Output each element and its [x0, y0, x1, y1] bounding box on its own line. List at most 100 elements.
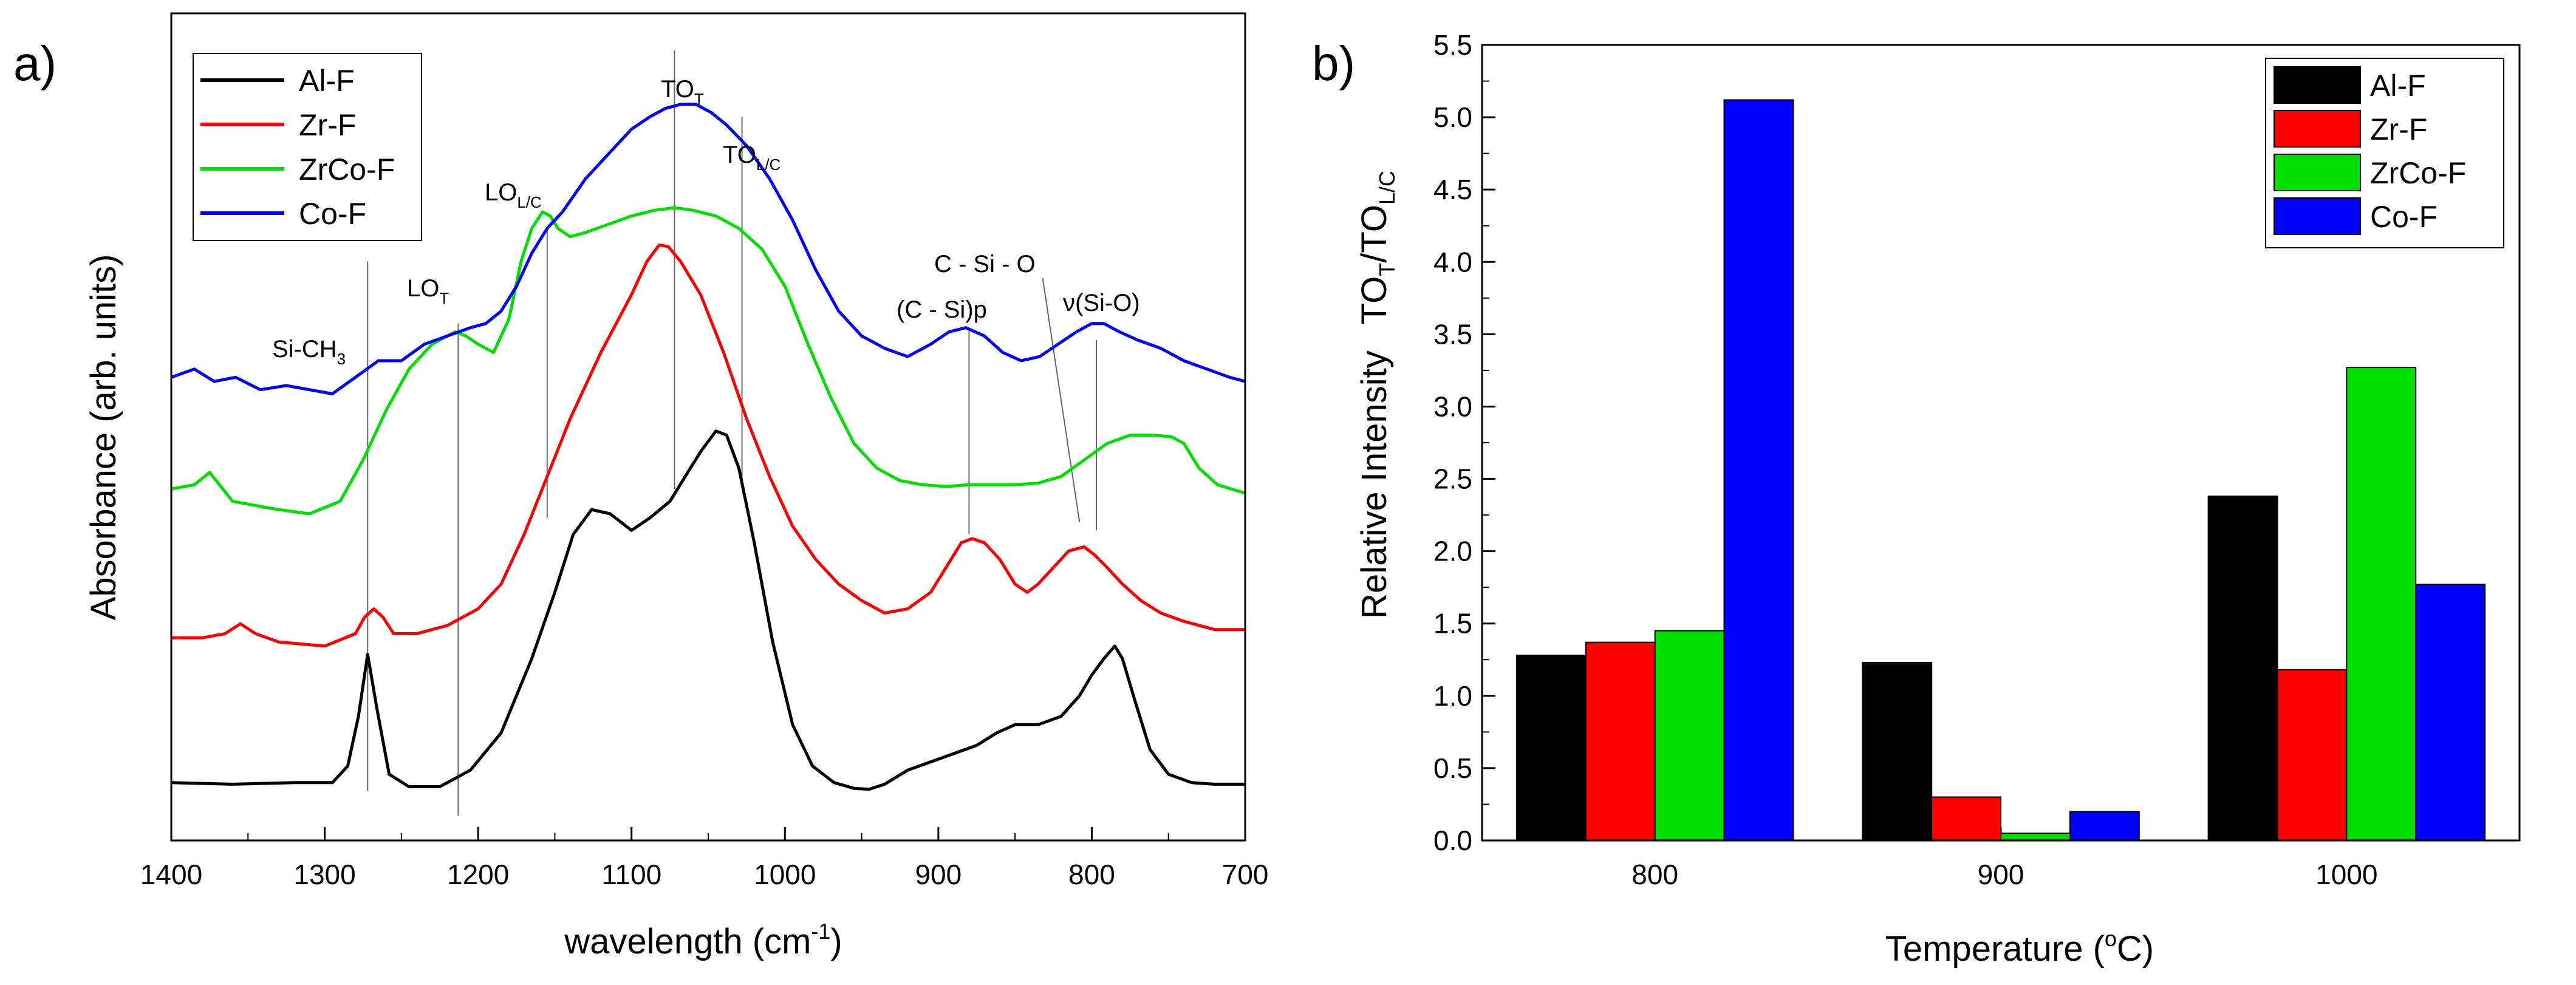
panel-b-x-tick-label: 800	[1631, 859, 1678, 890]
panel-a-x-axis-label-main: wavelength (cm	[564, 922, 811, 961]
bar-zr-f-1000	[2277, 669, 2348, 842]
panel-a-label: a)	[13, 36, 56, 90]
panel-b-y-tick-label: 1.5	[1433, 608, 1472, 639]
panel-b-y-tick-label: 0.0	[1433, 825, 1472, 856]
panel-b-y-tick-label: 5.0	[1433, 101, 1472, 133]
panel-a-series-lines	[171, 103, 1246, 791]
annotation-nu-si-o: ν(Si-O)	[1063, 290, 1140, 316]
bar-zr-f-800	[1585, 641, 1656, 841]
panel-b-x-axis-label-sup: o	[2105, 926, 2117, 951]
annotation-si-ch3-sub: 3	[337, 350, 346, 368]
panel-a-legend: Al-F Zr-F ZrCo-F Co-F	[193, 53, 422, 241]
panel-a-x-axis-label-end: )	[830, 922, 842, 961]
annotation-lo-t: LOT	[407, 275, 449, 307]
panel-b-y-tick-label: 0.5	[1433, 752, 1472, 784]
panel-b-x-tick-label: 900	[1978, 859, 2024, 890]
legend-b-label-zrco-f: ZrCo-F	[2370, 156, 2466, 190]
legend-b-swatch-al-f	[2274, 66, 2361, 104]
panel-a-y-axis-label: Absorbance (arb. units)	[84, 254, 123, 621]
panel-b-y-axis-label-main: Relative Intensity	[1355, 350, 1394, 619]
annotation-c-si-p: (C - Si)p	[897, 296, 987, 323]
bar-co-f-800	[1723, 99, 1794, 841]
panel-a-x-tick-label: 1400	[140, 859, 202, 890]
guide-c-si-o	[1042, 278, 1081, 522]
annotation-lo-lc-main: LO	[485, 179, 517, 206]
bar-zrco-f-800	[1654, 630, 1725, 841]
panel-a-annotation-lines	[367, 50, 1098, 816]
bar-zr-f-900	[1931, 796, 2002, 841]
panel-b-bars	[1515, 99, 2486, 842]
legend-b-swatch-zrco-f	[2274, 154, 2361, 191]
annotation-lo-lc-sub: L/C	[517, 193, 541, 211]
panel-b-y-tick-label: 3.0	[1433, 390, 1472, 422]
panel-a-x-ticks: 1400 1300 1200 1100 1000 900 800 700	[140, 827, 1269, 890]
annotation-to-lc: TOL/C	[723, 141, 781, 174]
legend-a-label-zr-f: Zr-F	[299, 108, 356, 142]
panel-a-plot-frame	[170, 12, 1246, 842]
bar-co-f-1000	[2415, 584, 2486, 842]
panel-a-x-tick-label: 1000	[754, 859, 816, 890]
panel-a-spectra-chart: a) Absorbance (arb. units) wavelength (c…	[13, 12, 1269, 961]
legend-a-label-co-f: Co-F	[299, 197, 366, 231]
panel-a-x-tick-label: 700	[1222, 859, 1269, 890]
panel-b-x-axis-label-main: Temperature (	[1885, 929, 2105, 969]
bar-zrco-f-1000	[2346, 367, 2417, 841]
panel-b-bar-chart: b) Relative Intensity TOT/TOL/C Temperat…	[1312, 29, 2521, 969]
panel-b-plot-frame	[1481, 44, 2521, 842]
legend-a-label-al-f: Al-F	[299, 64, 355, 98]
bar-al-f-800	[1515, 655, 1587, 841]
panel-a-x-axis-label: wavelength (cm-1)	[564, 919, 842, 961]
panel-a-x-tick-label: 900	[915, 859, 962, 890]
panel-a-x-tick-label: 1100	[601, 859, 661, 890]
bar-zrco-f-900	[2000, 833, 2071, 841]
panel-b-legend: Al-F Zr-F ZrCo-F Co-F	[2265, 58, 2504, 248]
panel-b-y-axis-ratio-2: /TO	[1355, 205, 1394, 263]
annotation-to-t: TOT	[661, 76, 704, 108]
legend-b-label-co-f: Co-F	[2370, 200, 2438, 234]
legend-b-swatch-co-f	[2274, 197, 2361, 235]
annotation-si-ch3: Si-CH3	[272, 336, 346, 368]
bar-al-f-1000	[2207, 496, 2278, 841]
panel-a-x-tick-label: 1300	[293, 859, 355, 890]
panel-a-annotations: Si-CH3 LOT LOL/C TOT TOL/C C - Si - O (C…	[272, 76, 1140, 368]
bar-co-f-900	[2069, 811, 2140, 842]
panel-b-y-tick-label: 1.0	[1433, 680, 1472, 712]
series-line-zr-f	[171, 243, 1245, 648]
panel-b-y-axis-ratio-1-sub: T	[1375, 263, 1399, 276]
panel-b-y-tick-label: 4.0	[1433, 246, 1472, 278]
annotation-to-lc-sub: L/C	[756, 155, 781, 174]
panel-b-y-axis-ratio-2-sub: L/C	[1375, 171, 1399, 205]
annotation-lo-lc: LOL/C	[485, 179, 542, 211]
legend-b-swatch-zr-f	[2274, 110, 2361, 148]
annotation-lo-t-main: LO	[407, 275, 439, 302]
annotation-to-t-sub: T	[694, 90, 704, 108]
panel-b-x-axis-label-end: C)	[2117, 929, 2154, 969]
annotation-si-ch3-main: Si-CH	[272, 336, 337, 363]
annotation-to-lc-main: TO	[723, 141, 756, 168]
panel-b-y-tick-label: 3.5	[1433, 318, 1472, 350]
legend-a-label-zrco-f: ZrCo-F	[299, 152, 395, 186]
panel-a-x-tick-label: 800	[1068, 859, 1115, 890]
panel-b-y-ticks: 0.0 0.5 1.0 1.5 2.0 2.5 3.0 3.5 4.0 4.5 5.0 5.5	[1433, 29, 1495, 856]
panel-b-y-tick-label: 5.5	[1433, 29, 1472, 61]
panel-b-y-tick-label: 2.5	[1433, 463, 1472, 495]
panel-a-legend-box	[193, 53, 422, 241]
panel-a-x-tick-label: 1200	[447, 859, 509, 890]
panel-b-label: b)	[1312, 36, 1355, 90]
legend-b-label-zr-f: Zr-F	[2370, 112, 2427, 146]
series-line-co-f	[171, 103, 1246, 395]
legend-b-label-al-f: Al-F	[2370, 69, 2426, 103]
panel-b-x-tick-label: 1000	[2315, 859, 2377, 890]
annotation-c-si-o: C - Si - O	[934, 251, 1036, 278]
annotation-to-t-main: TO	[661, 76, 694, 103]
series-line-zrco-f	[171, 206, 1246, 516]
series-line-al-f	[171, 429, 1245, 791]
bar-al-f-900	[1862, 662, 1933, 841]
panel-a-x-axis-label-sup: -1	[811, 919, 830, 944]
panel-b-y-axis-ratio-1: TO	[1355, 276, 1394, 325]
panel-b-y-axis-label: Relative Intensity TOT/TOL/C	[1355, 171, 1399, 619]
panel-b-y-tick-label: 2.0	[1433, 536, 1472, 567]
annotation-lo-t-sub: T	[439, 289, 449, 307]
panel-b-x-axis-label: Temperature (oC)	[1885, 926, 2154, 969]
